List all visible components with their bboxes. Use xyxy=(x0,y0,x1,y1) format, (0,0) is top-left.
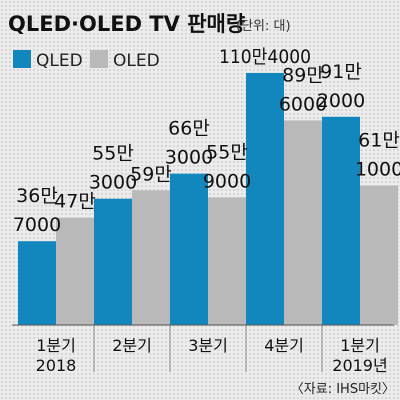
value-label-qled-1: 36만 7000 xyxy=(13,185,61,236)
bar-qled-1 xyxy=(18,241,56,325)
value-label-qled-5: 91만 2000 xyxy=(317,61,365,112)
x-tick-label-5: 1분기 2019년 xyxy=(332,336,387,375)
x-tick-label-2: 2분기 xyxy=(112,336,152,355)
value-label-oled-2: 59만 xyxy=(130,163,172,185)
bar-qled-5 xyxy=(322,116,360,325)
legend: QLED OLED xyxy=(13,50,160,71)
chart-title: QLED·OLED TV 판매량 xyxy=(8,12,245,36)
source-note: 〈자료: IHS마킷〉 xyxy=(291,382,395,397)
bar-qled-3 xyxy=(170,173,208,325)
bar-oled-5 xyxy=(360,185,398,325)
value-label-oled-4: 89만 6000 xyxy=(279,64,327,115)
x-tick-label-1: 1분기 2018 xyxy=(36,336,77,375)
bar-oled-4 xyxy=(284,120,322,326)
bar-qled-4 xyxy=(246,72,284,325)
legend-label-oled: OLED xyxy=(113,51,160,71)
value-label-qled-2: 55만 3000 xyxy=(89,143,137,194)
bar-oled-1 xyxy=(56,217,94,325)
x-tick-label-4: 4분기 xyxy=(264,336,304,355)
value-label-oled-3: 55만 9000 xyxy=(203,141,251,192)
value-label-qled-4: 110만4000 xyxy=(219,46,311,68)
legend-swatch-qled xyxy=(13,50,31,68)
unit-note: (단위: 대) xyxy=(236,19,291,34)
bar-qled-2 xyxy=(94,198,132,325)
value-label-qled-3: 66만 3000 xyxy=(165,118,213,169)
legend-swatch-oled xyxy=(90,50,108,68)
bar-oled-3 xyxy=(208,197,246,325)
legend-label-qled: QLED xyxy=(36,51,83,71)
value-label-oled-5: 61만 1000 xyxy=(355,129,400,180)
x-axis-label-group: 1분기 2018 2분기 3분기 4분기 1분기 2019년 xyxy=(36,325,388,375)
bar-group xyxy=(18,72,398,326)
bar-oled-2 xyxy=(132,190,170,325)
value-label-oled-1: 47만 xyxy=(54,191,96,213)
x-tick-label-3: 3분기 xyxy=(188,336,228,355)
